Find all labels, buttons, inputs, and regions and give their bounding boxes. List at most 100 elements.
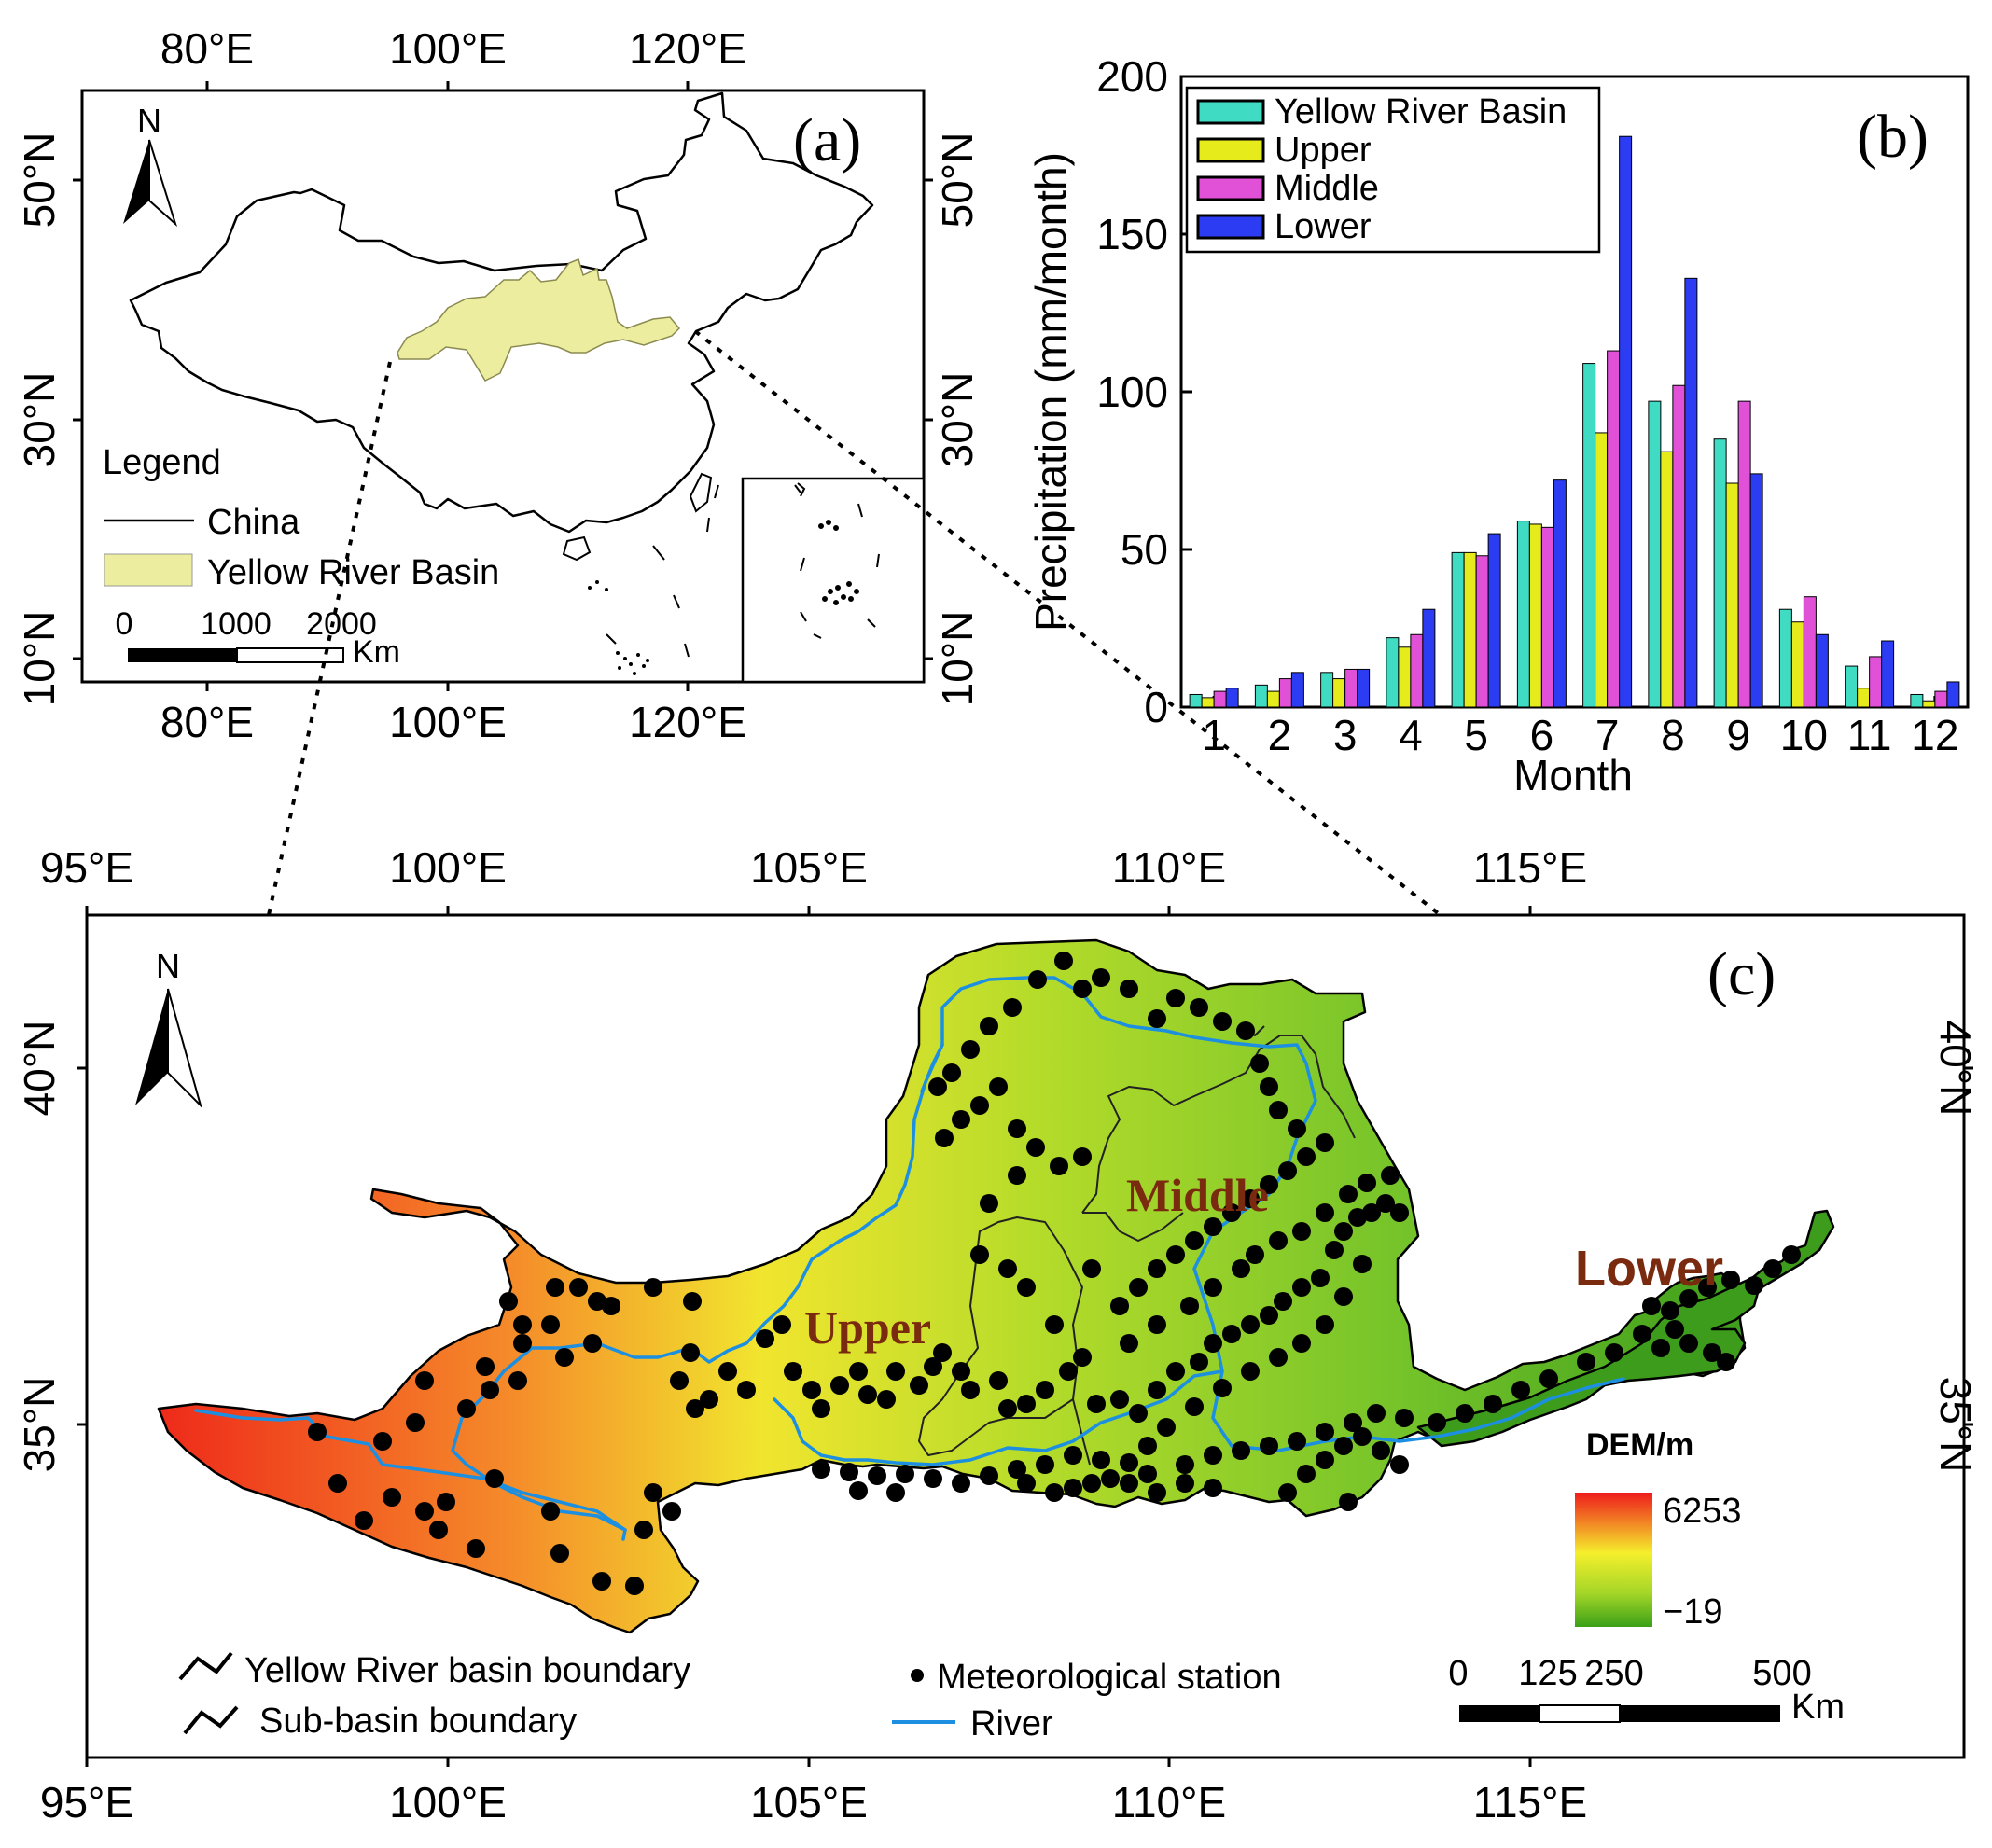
station-point (1367, 1404, 1386, 1423)
panel-c-tag: (c) (1707, 940, 1776, 1008)
station-point (1577, 1353, 1595, 1371)
bar-lower-10 (1815, 633, 1829, 708)
station-point (1316, 1203, 1334, 1222)
meteorological-stations (308, 952, 1801, 1595)
station-point (924, 1357, 942, 1376)
yellow-river-basin-dem (157, 938, 1747, 1634)
river-network (194, 976, 1625, 1541)
station-point (1763, 1259, 1782, 1278)
a-legend-china: China (207, 503, 300, 542)
chart-x-tick-label: 6 (1530, 711, 1554, 759)
bar-middle-2 (1278, 678, 1292, 708)
a-lon-top-100: 100°E (389, 24, 507, 73)
station-point (1036, 1455, 1054, 1474)
chart-y-tick-label: 50 (1121, 525, 1168, 574)
chart-x-tick-label: 8 (1661, 711, 1685, 759)
station-point (1003, 998, 1022, 1017)
station-point (1362, 1203, 1381, 1222)
bar-lower-7 (1619, 135, 1633, 708)
bar-upper-6 (1528, 523, 1542, 708)
station-point (1073, 1147, 1092, 1166)
station-point (1297, 1147, 1316, 1166)
station-point (1008, 1460, 1026, 1479)
a-scale-1000: 1000 (201, 606, 272, 642)
station-point (1050, 1157, 1068, 1175)
c-scale-125: 125 (1518, 1654, 1577, 1693)
bar-yellow-river-basin-2 (1254, 684, 1268, 708)
a-legend-yrb: Yellow River Basin (207, 553, 499, 592)
station-point (718, 1362, 737, 1381)
south-china-sea-islands (588, 580, 649, 675)
bar-middle-12 (1934, 690, 1948, 708)
station-point (952, 1110, 970, 1129)
hainan-island (562, 535, 592, 562)
station-point (1138, 1465, 1157, 1483)
station-point (1316, 1133, 1334, 1152)
station-point (1110, 1297, 1129, 1315)
chart-x-tick-label: 12 (1911, 711, 1958, 759)
bar-lower-11 (1881, 640, 1895, 708)
station-point (406, 1413, 425, 1432)
chart-bars (1189, 135, 1960, 708)
station-point (928, 1077, 947, 1096)
bar-yellow-river-basin-5 (1451, 551, 1465, 708)
station-point (1633, 1325, 1651, 1343)
inset-islands (794, 482, 880, 639)
bar-lower-2 (1290, 672, 1304, 708)
bar-middle-3 (1344, 668, 1358, 708)
bar-upper-4 (1398, 646, 1412, 708)
station-point (980, 1194, 998, 1213)
station-point (942, 1063, 961, 1082)
a-scale-unit: Km (353, 634, 400, 670)
station-point (308, 1423, 327, 1441)
station-point (1120, 1334, 1138, 1353)
legend-swatch-middle (1196, 175, 1265, 201)
station-point (1334, 1437, 1353, 1455)
bar-upper-12 (1922, 700, 1936, 708)
station-point (1372, 1441, 1390, 1460)
bar-upper-7 (1595, 432, 1609, 708)
dem-legend: DEM/m 6253 −19 (1575, 1427, 1742, 1632)
c-lon-top-105: 105°E (750, 843, 868, 892)
c-lon-bottom-110: 110°E (1112, 1778, 1226, 1827)
c-north-label: N (156, 947, 180, 985)
station-point (1395, 1409, 1414, 1427)
a-lon-top-120: 120°E (629, 24, 746, 73)
station-point (952, 1362, 970, 1381)
bar-middle-9 (1737, 400, 1751, 708)
station-point (1297, 1465, 1316, 1483)
station-point (1148, 1315, 1166, 1334)
station-point (756, 1329, 774, 1348)
station-point (1129, 1278, 1148, 1297)
bar-middle-6 (1540, 526, 1554, 708)
station-point (849, 1362, 868, 1381)
bar-lower-4 (1422, 608, 1436, 708)
station-point (644, 1278, 662, 1297)
station-point (1642, 1297, 1661, 1315)
station-point (550, 1544, 569, 1563)
station-point (989, 1077, 1008, 1096)
station-point (662, 1502, 681, 1521)
station-point (1236, 1021, 1255, 1040)
station-point (481, 1381, 499, 1399)
panel-a-scale-bar: 0 1000 2000 Km (116, 606, 400, 670)
station-point (1008, 1166, 1026, 1185)
station-point (1045, 1483, 1064, 1502)
station-point (1698, 1278, 1717, 1297)
panel-c-scale-bar: 0 125 250 500 Km (1448, 1654, 1845, 1727)
bar-middle-7 (1607, 350, 1621, 708)
station-point (840, 1463, 858, 1481)
station-point (1176, 1474, 1194, 1493)
station-point (980, 1466, 998, 1485)
station-point (1605, 1343, 1623, 1362)
station-point (1274, 1292, 1292, 1311)
bar-lower-12 (1946, 681, 1960, 708)
station-point (1353, 1427, 1372, 1446)
station-point (773, 1315, 791, 1334)
bar-lower-1 (1225, 688, 1239, 708)
station-point (1176, 1455, 1194, 1474)
bar-middle-5 (1475, 555, 1489, 708)
station-point (1073, 1348, 1092, 1367)
a-north-label: N (137, 102, 161, 140)
